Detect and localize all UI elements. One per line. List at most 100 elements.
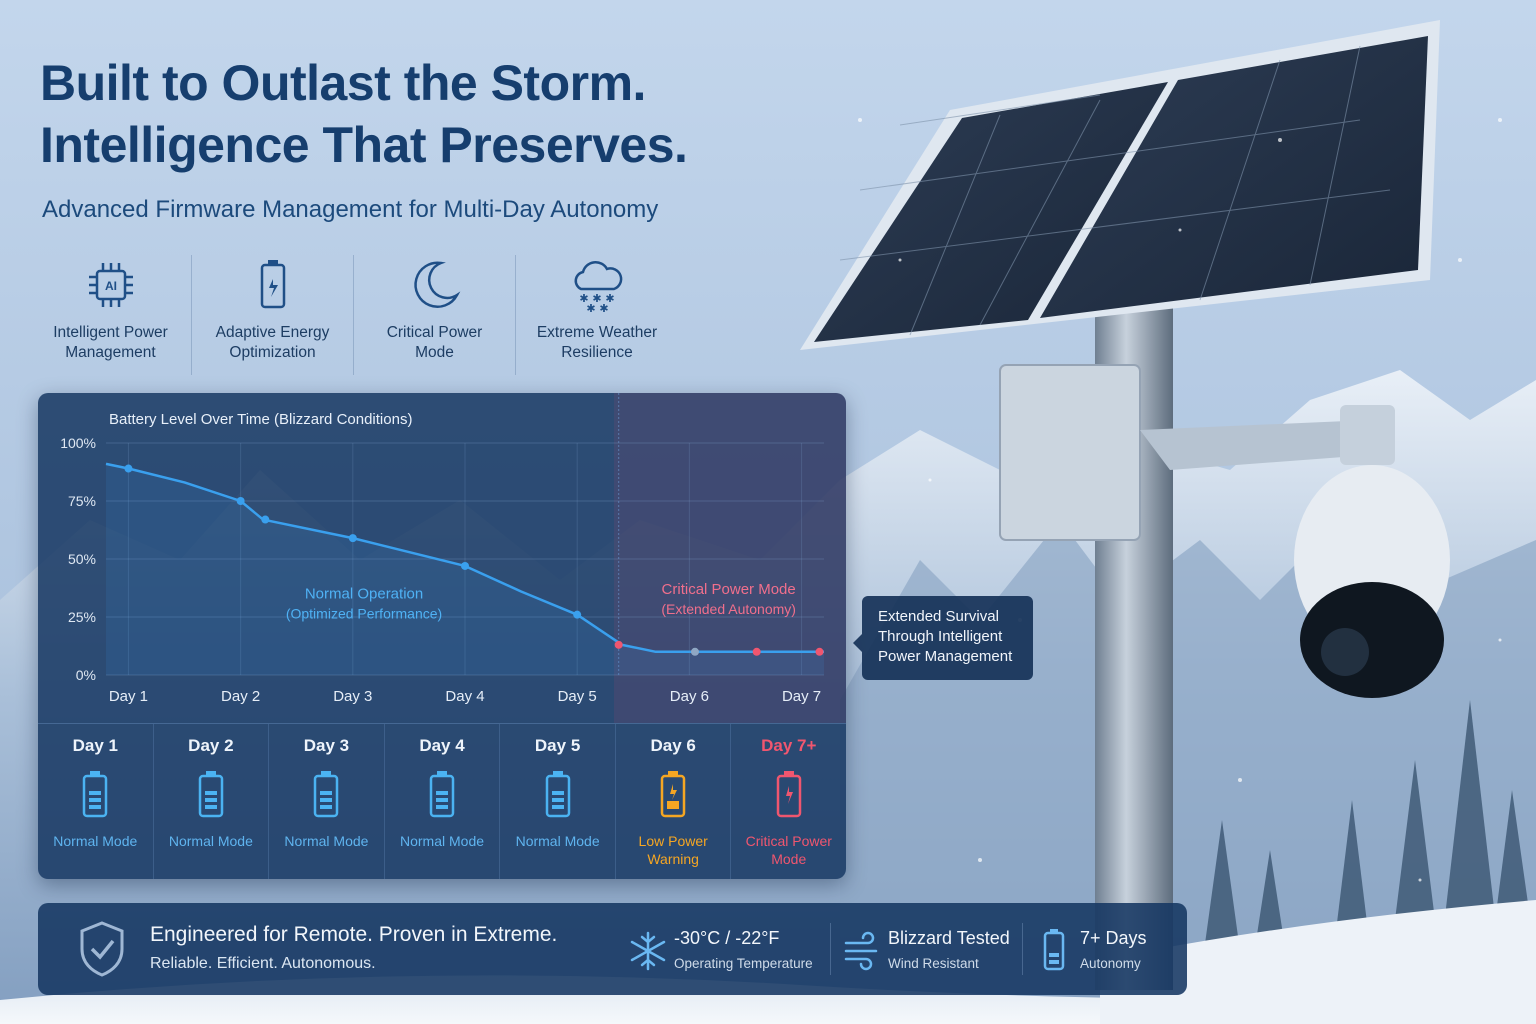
feature-label-line-2: Mode [415, 344, 454, 361]
battery-status-icon [545, 771, 570, 818]
footer-divider [1022, 923, 1023, 975]
battery-status-icon [314, 771, 339, 818]
data-point [348, 534, 357, 543]
feature-label-line-1: Intelligent Power [53, 324, 168, 341]
critical-zone-shading [614, 393, 846, 723]
headline-line-1: Built to Outlast the Storm. [40, 55, 646, 111]
svg-text:✱: ✱ [586, 302, 595, 313]
day-cell: Day 7+ Critical Power Mode [731, 724, 846, 879]
critical-region-label: Critical Power Mode [662, 581, 796, 598]
day-status-row: Day 1 Normal Mode Day 2 Normal Mode Day 3 Nor… [38, 723, 846, 879]
x-tick-label: Day 7 [782, 688, 821, 705]
crescent-moon-icon [413, 261, 460, 308]
data-point [236, 497, 245, 505]
battery-line-chart: 100% 75% 50% 25% 0% Day 1 Day 2 Day 3 Day 4 Day 5… [60, 393, 824, 705]
x-tick-label: Day 5 [558, 688, 597, 705]
battery-status-icon [83, 771, 108, 818]
day-label: Day 6 [650, 736, 696, 755]
day-label: Day 7+ [761, 736, 817, 755]
feature-label-line-1: Extreme Weather [536, 324, 658, 341]
x-tick-label: Day 1 [109, 688, 148, 705]
feature-label-line-2: Management [65, 344, 156, 361]
stat-value: Blizzard Tested [888, 928, 1010, 948]
stat-label: Operating Temperature [674, 956, 813, 971]
critical-data-point [752, 647, 761, 656]
wind-icon [844, 931, 878, 971]
day-label: Day 4 [419, 736, 465, 755]
battery-status-icon [660, 771, 686, 818]
day-cell: Day 4 Normal Mode [385, 724, 501, 879]
critical-data-point [614, 640, 623, 649]
data-point [124, 464, 133, 473]
feature-label-line-1: Critical Power [386, 324, 483, 341]
day-cell: Day 2 Normal Mode [154, 724, 270, 879]
y-tick-label: 50% [68, 551, 96, 567]
day-mode-label: Critical Power Mode [745, 833, 832, 867]
feature-extreme-weather: ✱ ✱ ✱ ✱ ✱ Extreme Weather Resilience [516, 255, 678, 375]
day-label: Day 1 [72, 736, 118, 755]
day-label: Day 3 [303, 736, 350, 755]
data-point [461, 561, 469, 570]
y-tick-label: 100% [60, 435, 96, 451]
y-tick-label: 0% [76, 667, 96, 683]
critical-region-sublabel: (Extended Autonomy) [661, 601, 796, 617]
y-tick-label: 25% [68, 609, 96, 625]
footer-divider [830, 923, 831, 975]
chart-title: Battery Level Over Time (Blizzard Condit… [109, 411, 413, 428]
y-tick-label: 75% [68, 493, 96, 509]
x-tick-label: Day 4 [445, 688, 484, 705]
snow-cloud-icon: ✱ ✱ ✱✱ ✱ [574, 260, 623, 313]
headline: Built to Outlast the Storm. Intelligence… [40, 52, 688, 176]
critical-data-point [815, 647, 824, 656]
snowflake-icon [630, 931, 666, 971]
svg-text:✱: ✱ [599, 302, 608, 313]
footer-title: Engineered for Remote. Proven in Extreme… [150, 923, 558, 946]
battery-chart-panel: Battery Level Over Time (Blizzard Condit… [38, 393, 846, 879]
feature-critical-power: Critical Power Mode [354, 255, 516, 375]
feature-adaptive-energy: Adaptive Energy Optimization [192, 255, 354, 375]
feature-label-line-2: Optimization [229, 344, 316, 361]
battery-icon [260, 260, 285, 309]
series-line [105, 462, 824, 654]
battery-status-icon [429, 771, 455, 818]
stat-value: -30°C / -22°F [674, 928, 780, 948]
stat-value: 7+ Days [1080, 928, 1147, 948]
feature-label-line-1: Adaptive Energy [215, 324, 330, 341]
x-tick-label: Day 2 [221, 688, 260, 705]
footer-subtitle: Reliable. Efficient. Autonomous. [150, 955, 376, 972]
data-point [573, 610, 582, 619]
day-mode-label: Normal Mode [53, 833, 138, 849]
x-tick-label: Day 3 [333, 688, 372, 705]
day-mode-label: Normal Mode [515, 833, 600, 849]
battery-status-icon [776, 771, 801, 818]
subheadline: Advanced Firmware Management for Multi-D… [42, 196, 659, 223]
svg-text:✱: ✱ [579, 292, 588, 305]
stat-label: Autonomy [1080, 956, 1141, 971]
normal-region-label: Normal Operation [305, 585, 423, 602]
day-mode-label: Normal Mode [168, 833, 253, 849]
day-cell: Day 6 Low Power Warning [616, 724, 732, 879]
stat-label: Wind Resistant [888, 956, 979, 971]
day-cell: Day 1 Normal Mode [38, 724, 154, 879]
feature-intelligent-power: AI Intelligent Power Management [30, 255, 192, 375]
day-mode-label: Normal Mode [284, 833, 369, 849]
battery-status-icon [198, 771, 224, 818]
footer-banner: Engineered for Remote. Proven in Extreme… [38, 903, 1187, 995]
feature-label-line-2: Resilience [561, 344, 633, 361]
headline-line-2: Intelligence That Preserves. [40, 117, 688, 173]
day-label: Day 5 [534, 736, 581, 755]
ai-chip-icon: AI [88, 263, 133, 307]
day-mode-label: Normal Mode [400, 833, 485, 849]
day-cell: Day 5 Normal Mode [500, 724, 616, 879]
svg-text:✱: ✱ [592, 292, 601, 305]
survival-callout: Extended Survival Through Intelligent Po… [853, 596, 1033, 680]
day-cell: Day 3 Normal Mode [269, 724, 385, 879]
battery-full-icon [1043, 929, 1065, 971]
shield-check-icon [80, 921, 124, 977]
svg-text:AI: AI [105, 279, 117, 293]
svg-text:✱: ✱ [605, 292, 614, 305]
day-label: Day 2 [188, 736, 234, 755]
data-point [261, 515, 270, 524]
data-point [690, 647, 699, 656]
day-mode-label: Low Power Warning [638, 833, 708, 867]
